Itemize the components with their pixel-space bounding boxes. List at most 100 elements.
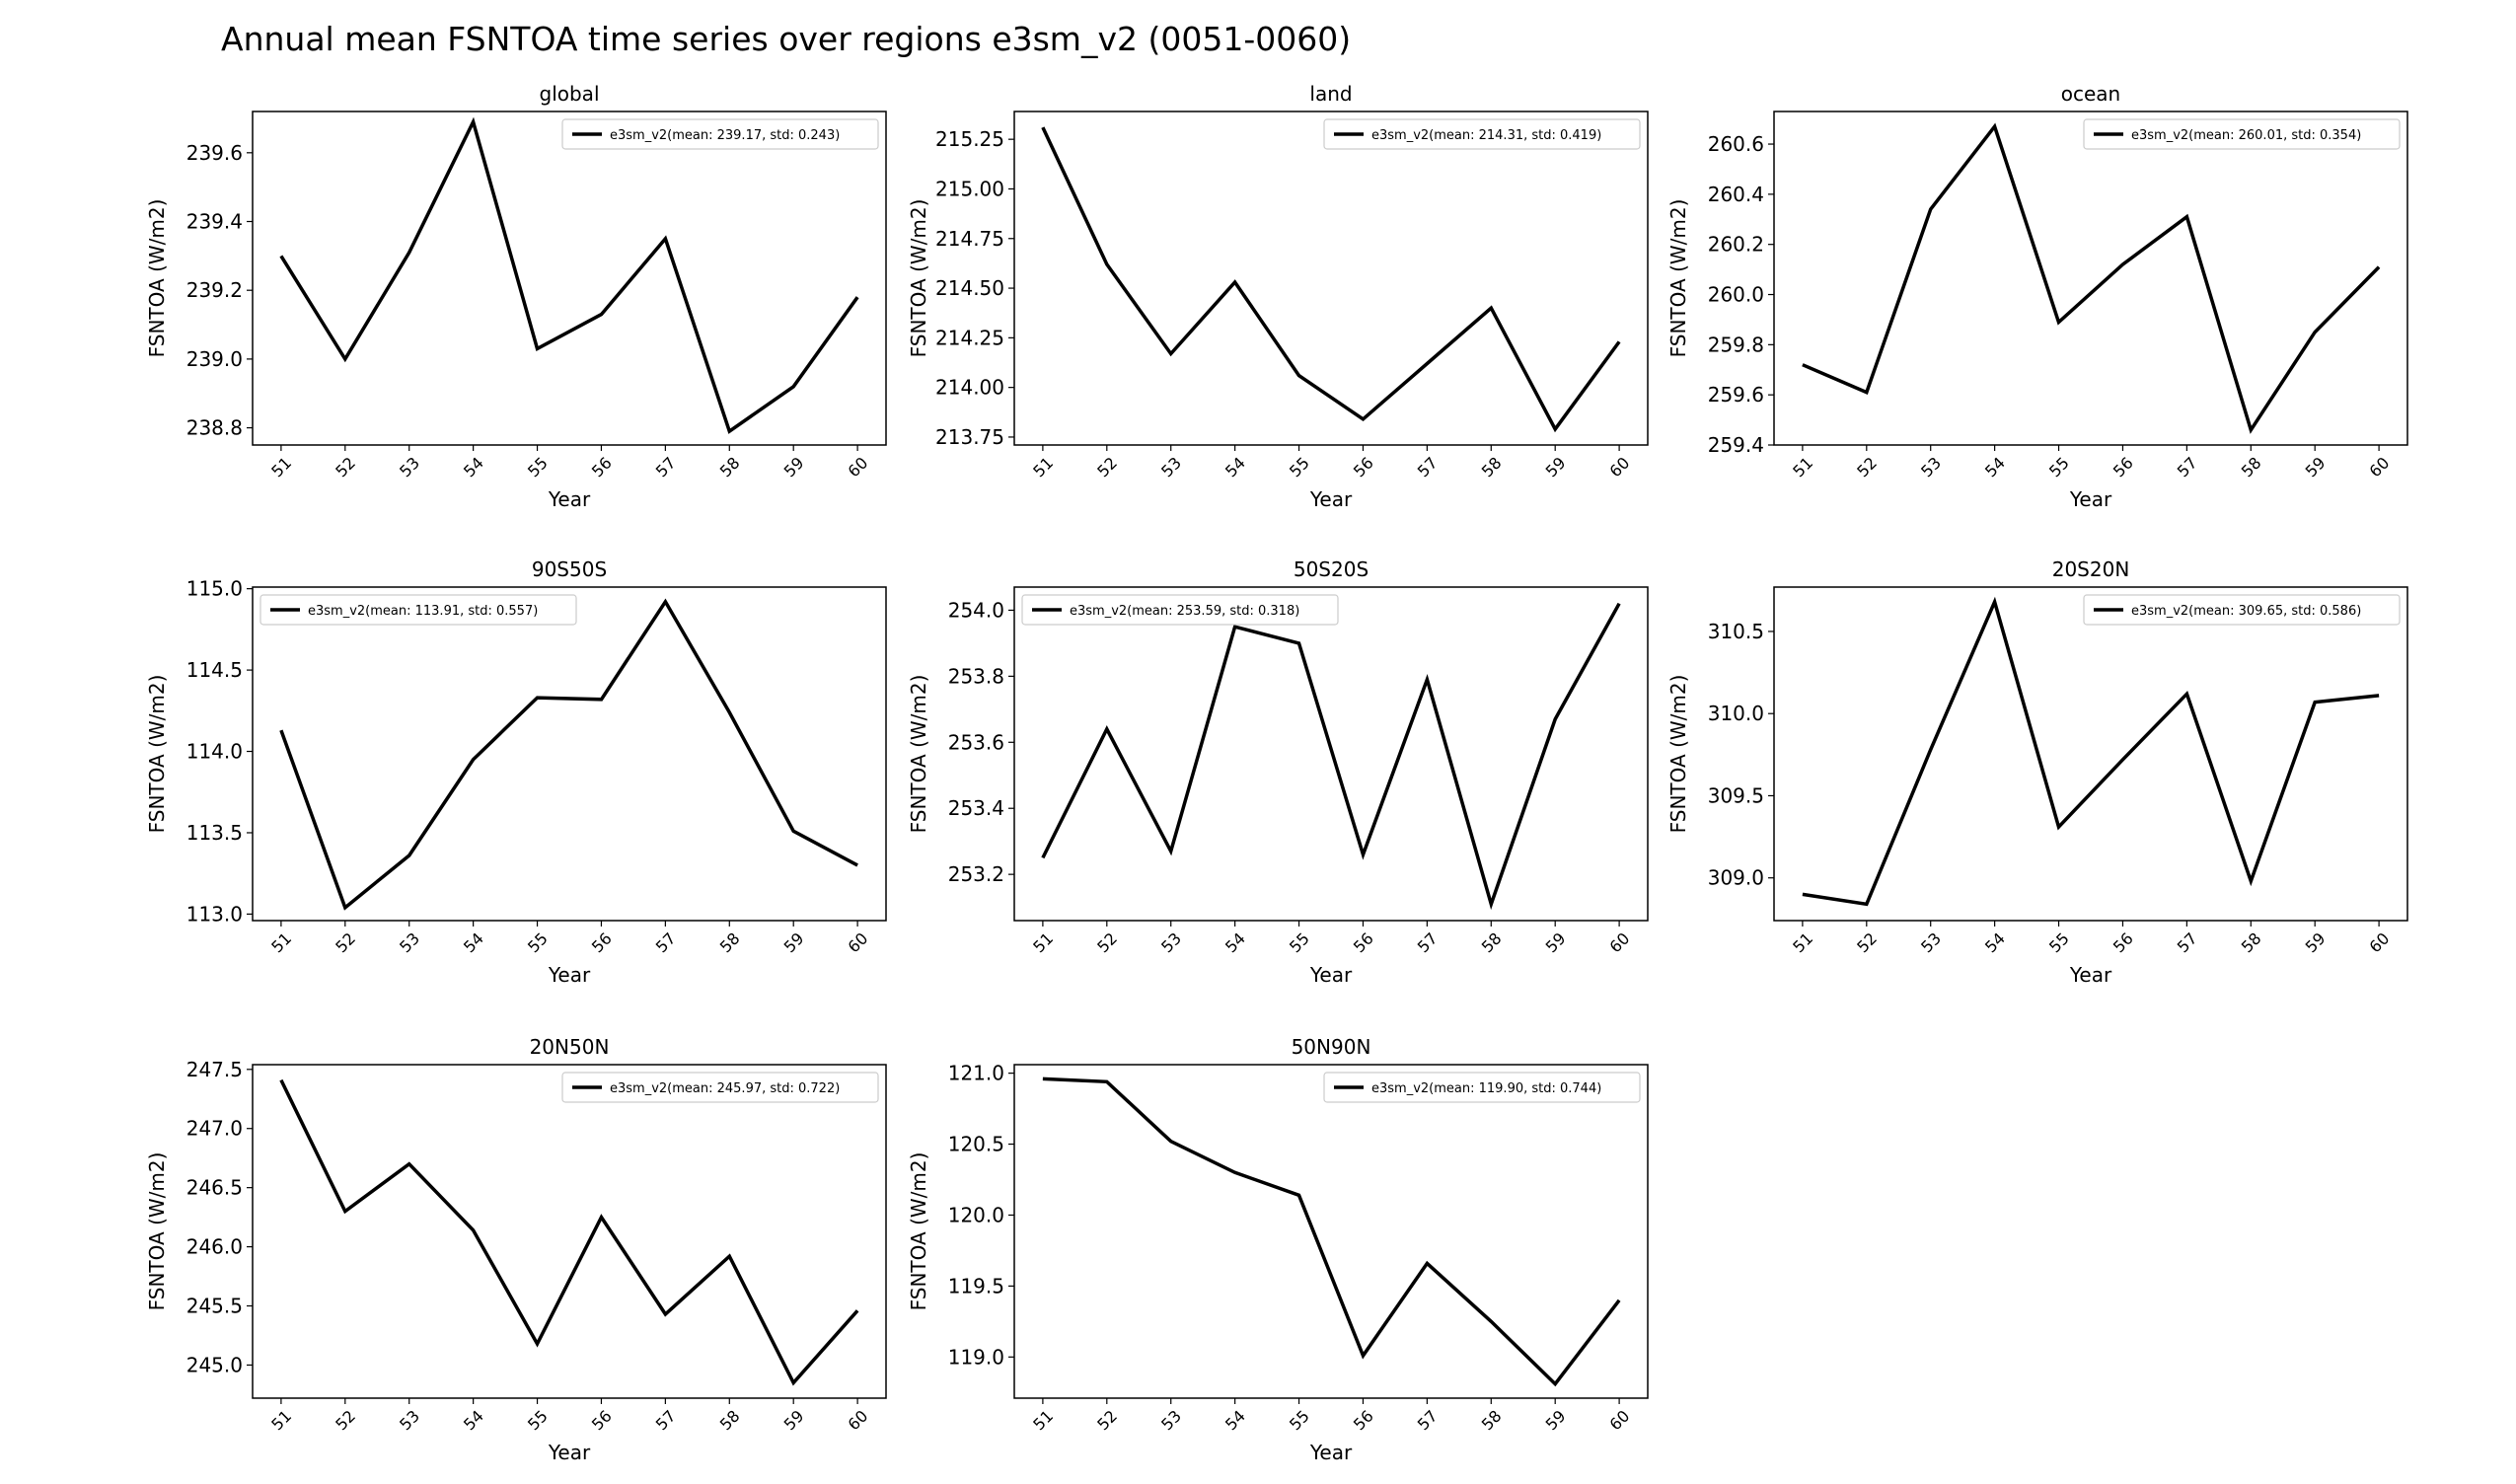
x-tick-label: 53: [1157, 928, 1185, 956]
chart-title: global: [540, 82, 600, 106]
x-tick-label: 58: [716, 1406, 744, 1434]
chart-title: 50S20S: [1294, 557, 1369, 581]
axes-frame: [1014, 111, 1648, 445]
series-line: [1043, 1078, 1619, 1383]
axes-frame: [253, 111, 886, 445]
y-tick-label: 120.0: [948, 1203, 1004, 1226]
y-tick-label: 239.4: [186, 210, 243, 234]
legend-label: e3sm_v2(mean: 253.59, std: 0.318): [1070, 604, 1299, 619]
y-tick-label: 259.8: [1708, 333, 1764, 356]
x-tick-label: 54: [1221, 1406, 1249, 1434]
figure-title: Annual mean FSNTOA time series over regi…: [221, 20, 1351, 58]
x-tick-label: 53: [1157, 1406, 1185, 1434]
y-tick-label: 215.00: [935, 177, 1004, 200]
legend: e3sm_v2(mean: 260.01, std: 0.354): [2084, 119, 2400, 149]
x-axis-label: Year: [2069, 963, 2112, 987]
x-tick-label: 54: [1221, 453, 1249, 481]
chart-title: 20S20N: [2052, 557, 2130, 581]
y-tick-label: 114.0: [186, 740, 243, 764]
y-tick-label: 119.5: [948, 1274, 1004, 1298]
y-tick-label: 309.0: [1708, 866, 1764, 890]
y-tick-label: 260.6: [1708, 132, 1764, 156]
y-axis-label: FSNTOA (W/m2): [1666, 675, 1690, 834]
x-tick-label: 59: [780, 1406, 808, 1434]
x-tick-label: 51: [1789, 928, 1816, 956]
y-tick-label: 215.25: [935, 127, 1004, 151]
y-tick-label: 245.0: [186, 1353, 243, 1376]
y-tick-label: 247.5: [186, 1058, 243, 1081]
x-tick-label: 59: [780, 453, 808, 481]
x-tick-label: 52: [332, 453, 359, 481]
y-tick-label: 214.50: [935, 276, 1004, 300]
x-tick-label: 60: [845, 1406, 872, 1434]
y-tick-label: 115.0: [186, 577, 243, 601]
y-tick-label: 259.6: [1708, 383, 1764, 407]
x-tick-label: 60: [2366, 453, 2394, 481]
y-tick-label: 113.5: [186, 821, 243, 845]
y-tick-label: 246.0: [186, 1235, 243, 1259]
legend-label: e3sm_v2(mean: 260.01, std: 0.354): [2131, 128, 2361, 143]
x-tick-label: 55: [2045, 453, 2073, 481]
x-tick-label: 58: [716, 928, 744, 956]
y-tick-label: 238.8: [186, 416, 243, 440]
x-axis-label: Year: [1309, 1441, 1353, 1464]
series-line: [1043, 604, 1619, 905]
legend-label: e3sm_v2(mean: 119.90, std: 0.744): [1371, 1081, 1601, 1096]
x-tick-label: 57: [652, 453, 680, 481]
x-tick-label: 57: [652, 928, 680, 956]
x-tick-label: 54: [1221, 928, 1249, 956]
x-tick-label: 56: [2109, 453, 2137, 481]
x-tick-label: 55: [2045, 928, 2073, 956]
x-tick-label: 52: [1093, 453, 1121, 481]
x-tick-label: 52: [1093, 928, 1121, 956]
y-tick-label: 260.0: [1708, 283, 1764, 307]
x-tick-label: 59: [780, 928, 808, 956]
x-tick-label: 59: [1542, 1406, 1570, 1434]
legend-label: e3sm_v2(mean: 245.97, std: 0.722): [610, 1081, 840, 1096]
x-tick-label: 58: [1478, 928, 1506, 956]
x-tick-label: 55: [524, 453, 552, 481]
y-tick-label: 310.5: [1708, 620, 1764, 643]
y-tick-label: 213.75: [935, 425, 1004, 449]
y-tick-label: 254.0: [948, 598, 1004, 622]
x-tick-label: 60: [845, 928, 872, 956]
legend: e3sm_v2(mean: 245.97, std: 0.722): [562, 1073, 878, 1102]
y-axis-label: FSNTOA (W/m2): [1666, 199, 1690, 358]
x-tick-label: 56: [1350, 453, 1377, 481]
x-tick-label: 53: [396, 928, 423, 956]
x-tick-label: 56: [1350, 928, 1377, 956]
x-tick-label: 56: [1350, 1406, 1377, 1434]
x-tick-label: 57: [1414, 1406, 1442, 1434]
x-tick-label: 55: [1286, 453, 1313, 481]
x-tick-label: 54: [1981, 928, 2009, 956]
x-tick-label: 59: [2302, 928, 2330, 956]
y-axis-label: FSNTOA (W/m2): [907, 675, 930, 834]
y-axis-label: FSNTOA (W/m2): [145, 199, 169, 358]
x-tick-label: 56: [588, 1406, 616, 1434]
y-tick-label: 309.5: [1708, 783, 1764, 807]
x-tick-label: 58: [1478, 1406, 1506, 1434]
x-axis-label: Year: [548, 963, 591, 987]
x-tick-label: 60: [1606, 1406, 1634, 1434]
chart-title: 50N90N: [1292, 1035, 1371, 1059]
chart-title: ocean: [2061, 82, 2120, 106]
x-tick-label: 57: [1414, 928, 1442, 956]
series-line: [281, 1080, 857, 1383]
x-axis-label: Year: [2069, 487, 2112, 511]
y-tick-label: 214.00: [935, 376, 1004, 400]
y-tick-label: 114.5: [186, 658, 243, 682]
chart-title: 20N50N: [530, 1035, 610, 1059]
x-tick-label: 55: [524, 928, 552, 956]
x-tick-label: 58: [716, 453, 744, 481]
x-tick-label: 59: [1542, 453, 1570, 481]
x-tick-label: 57: [2174, 453, 2201, 481]
x-tick-label: 60: [845, 453, 872, 481]
y-tick-label: 253.4: [948, 796, 1004, 820]
series-line: [1803, 126, 2379, 430]
